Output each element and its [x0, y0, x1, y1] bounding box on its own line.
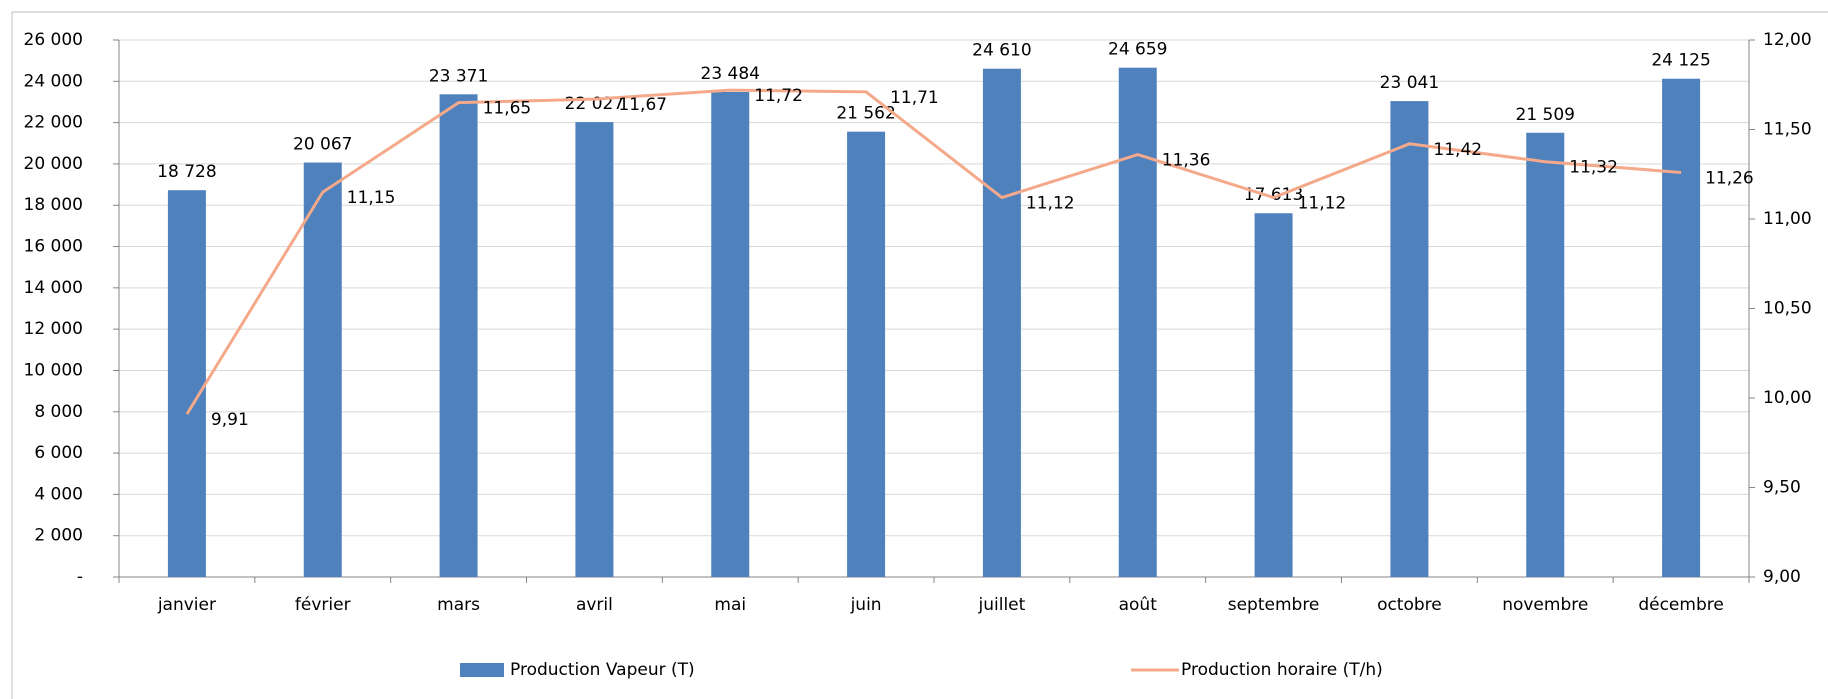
bar: [439, 94, 478, 578]
y-tick-label: 8 000: [34, 402, 83, 422]
legend-swatch: [460, 663, 504, 677]
line-value-label: 11,67: [618, 95, 667, 115]
bar: [1254, 213, 1293, 577]
x-tick-label: décembre: [1638, 595, 1723, 615]
bar-value-label: 18 728: [157, 162, 216, 182]
bar-value-label: 24 125: [1651, 51, 1710, 71]
y-tick-label: 4 000: [34, 484, 83, 504]
y2-tick-label: 12,00: [1763, 30, 1812, 50]
y2-tick-label: 10,50: [1763, 299, 1812, 319]
bar: [1662, 78, 1701, 578]
y-tick-label: 14 000: [24, 278, 83, 298]
line-value-label: 11,42: [1433, 140, 1482, 160]
bar: [982, 68, 1021, 577]
line-value-label: 9,91: [211, 410, 249, 430]
y-tick-label: 24 000: [24, 71, 83, 91]
bar: [711, 91, 750, 577]
y-tick-label: 26 000: [24, 30, 83, 50]
line-value-label: 11,12: [1298, 194, 1347, 214]
bar: [1526, 132, 1565, 578]
legend-label: Production horaire (T/h): [1181, 660, 1383, 680]
bar-value-label: 24 659: [1108, 40, 1167, 60]
x-tick-label: octobre: [1377, 595, 1442, 615]
bar-value-label: 21 509: [1516, 105, 1575, 125]
bar: [575, 122, 614, 577]
x-tick-label: mai: [714, 595, 746, 615]
y-tick-label: 20 000: [24, 154, 83, 174]
line-value-label: 11,15: [347, 188, 396, 208]
bar: [303, 162, 342, 577]
y2-tick-label: 11,50: [1763, 120, 1812, 140]
x-tick-label: février: [295, 595, 351, 615]
x-tick-label: septembre: [1228, 595, 1320, 615]
bar-value-label: 23 484: [701, 64, 760, 84]
y2-tick-label: 10,00: [1763, 388, 1812, 408]
y-tick-label: -: [77, 567, 83, 587]
bar: [167, 190, 206, 577]
y-tick-label: 2 000: [34, 526, 83, 546]
y2-tick-label: 11,00: [1763, 209, 1812, 229]
x-tick-label: mars: [437, 595, 480, 615]
y-tick-label: 12 000: [24, 319, 83, 339]
y-tick-label: 16 000: [24, 237, 83, 257]
y2-tick-label: 9,50: [1763, 478, 1801, 498]
bar: [1118, 67, 1157, 577]
y2-tick-label: 9,00: [1763, 567, 1801, 587]
line: [185, 88, 1682, 415]
bar: [847, 131, 886, 577]
bar-value-label: 21 562: [836, 104, 895, 124]
line-value-label: 11,72: [754, 86, 803, 106]
bar-value-label: 23 371: [429, 66, 488, 86]
bar: [1390, 101, 1429, 577]
x-tick-label: novembre: [1502, 595, 1588, 615]
y-tick-label: 6 000: [34, 443, 83, 463]
bar-value-label: 24 610: [972, 41, 1031, 61]
y-tick-label: 22 000: [24, 113, 83, 133]
y-tick-label: 18 000: [24, 195, 83, 215]
line-value-label: 11,12: [1026, 194, 1075, 214]
y-tick-label: 10 000: [24, 360, 83, 380]
x-tick-label: août: [1119, 595, 1158, 615]
bar-value-label: 23 041: [1380, 73, 1439, 93]
x-tick-label: juin: [850, 595, 882, 615]
line-value-label: 11,36: [1162, 151, 1211, 171]
chart-border: [11, 11, 1828, 699]
line-value-label: 11,71: [890, 88, 939, 108]
line-value-label: 11,65: [483, 99, 532, 119]
line-value-label: 11,32: [1569, 158, 1618, 178]
x-tick-label: juillet: [978, 595, 1026, 615]
legend-label: Production Vapeur (T): [510, 660, 695, 680]
line-value-label: 11,26: [1705, 168, 1754, 188]
x-tick-label: janvier: [157, 595, 216, 615]
x-tick-label: avril: [576, 595, 613, 615]
bar-value-label: 20 067: [293, 135, 352, 155]
